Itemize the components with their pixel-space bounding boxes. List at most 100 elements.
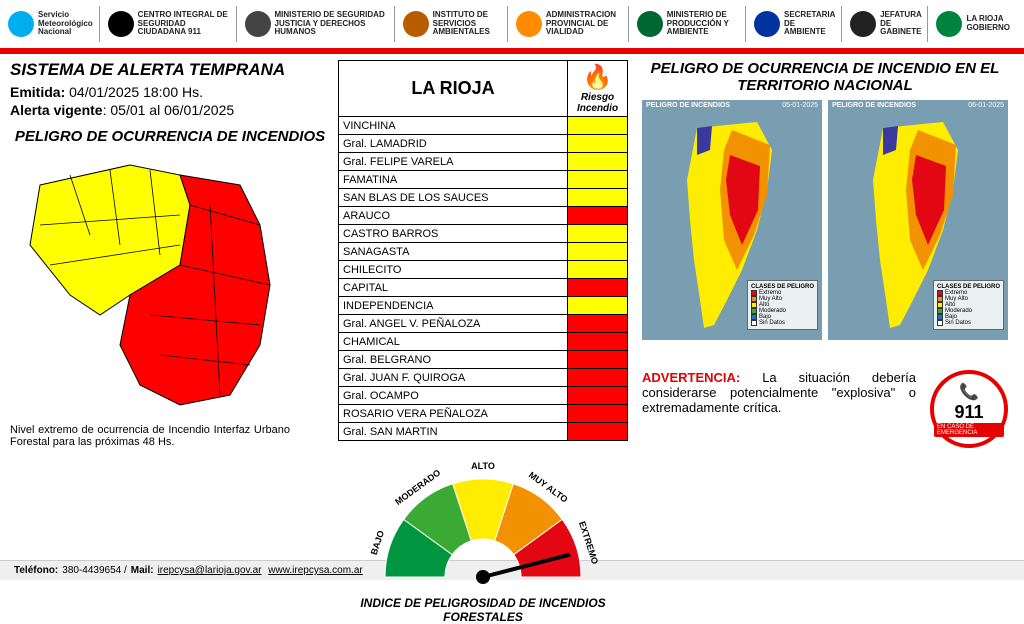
map-legend: CLASES DE PELIGROExtremoMuy AltoAltoMode… [747, 280, 818, 330]
risk-cell [568, 279, 628, 297]
badge-number: 911 [954, 402, 983, 423]
table-row: CHILECITO [339, 261, 628, 279]
dept-name: ROSARIO VERA PEÑALOZA [339, 405, 568, 423]
risk-header: 🔥 Riesgo Incendio [568, 61, 628, 117]
table-row: VINCHINA [339, 117, 628, 135]
risk-cell [568, 351, 628, 369]
web-value: www.irepcysa.com.ar [265, 565, 362, 576]
org-icon [8, 11, 34, 37]
table-row: FAMATINA [339, 171, 628, 189]
issued-label: Emitida: [10, 84, 65, 100]
header-bar: Servicio Meteorológico Nacional CENTRO IN… [0, 0, 1024, 48]
risk-cell [568, 261, 628, 279]
issued-value: 04/01/2025 18:00 Hs. [69, 84, 203, 100]
national-map: PELIGRO DE INCENDIOS 05-01-2025 CLASES D… [642, 100, 822, 340]
org-name: INSTITUTO DE SERVICIOS AMBIENTALES [433, 11, 501, 37]
risk-cell [568, 135, 628, 153]
risk-cell [568, 207, 628, 225]
risk-cell [568, 297, 628, 315]
dept-name: SANAGASTA [339, 243, 568, 261]
table-row: Gral. LAMADRID [339, 135, 628, 153]
warning-block: ADVERTENCIA: La situación debería consid… [636, 370, 1014, 448]
org-logo: LA RIOJA GOBIERNO [936, 6, 1016, 42]
map-subtitle: PELIGRO DE OCURRENCIA DE INCENDIOS [10, 128, 330, 145]
gauge-title: INDICE DE PELIGROSIDAD DE INCENDIOS FORE… [338, 596, 628, 624]
map-date: 06-01-2025 [968, 102, 1004, 109]
dept-name: SAN BLAS DE LOS SAUCES [339, 189, 568, 207]
table-row: CAPITAL [339, 279, 628, 297]
national-map: PELIGRO DE INCENDIOS 06-01-2025 CLASES D… [828, 100, 1008, 340]
middle-column: LA RIOJA 🔥 Riesgo Incendio VINCHINAGral.… [338, 60, 628, 560]
fire-icon: 🔥 [572, 63, 623, 92]
org-name: MINISTERIO DE PRODUCCIÓN Y AMBIENTE [667, 11, 739, 37]
dept-name: Gral. JUAN F. QUIROGA [339, 369, 568, 387]
national-title: PELIGRO DE OCURRENCIA DE INCENDIO EN EL … [636, 60, 1014, 94]
tel-label: Teléfono: [14, 565, 58, 576]
org-name: ADMINISTRACION PROVINCIAL DE VIALIDAD [546, 11, 622, 37]
tel-value: 380-4439654 / [62, 565, 127, 576]
risk-table: LA RIOJA 🔥 Riesgo Incendio VINCHINAGral.… [338, 60, 628, 441]
emergency-badge: 📞 911 EN CASO DE EMERGENCIA [930, 370, 1008, 448]
risk-cell [568, 189, 628, 207]
table-row: Gral. OCAMPO [339, 387, 628, 405]
badge-text: EN CASO DE EMERGENCIA [934, 423, 1004, 437]
org-logo: SECRETARIA DE AMBIENTE [754, 6, 842, 42]
map-label: PELIGRO DE INCENDIOS [832, 102, 916, 109]
table-row: ARAUCO [339, 207, 628, 225]
dept-name: Gral. ANGEL V. PEÑALOZA [339, 315, 568, 333]
dept-name: Gral. FELIPE VARELA [339, 153, 568, 171]
org-icon [754, 11, 780, 37]
table-row: SAN BLAS DE LOS SAUCES [339, 189, 628, 207]
org-logo: Servicio Meteorológico Nacional [8, 6, 100, 42]
risk-cell [568, 153, 628, 171]
table-row: Gral. FELIPE VARELA [339, 153, 628, 171]
dept-name: VINCHINA [339, 117, 568, 135]
gauge-section: BAJOMODERADOALTOMUY ALTOEXTREMO INDICE D… [338, 459, 628, 624]
warning-label: ADVERTENCIA: [642, 370, 740, 385]
table-row: Gral. JUAN F. QUIROGA [339, 369, 628, 387]
table-row: Gral. ANGEL V. PEÑALOZA [339, 315, 628, 333]
org-name: Servicio Meteorológico Nacional [38, 11, 93, 37]
org-icon [403, 11, 429, 37]
dept-name: FAMATINA [339, 171, 568, 189]
alert-title: SISTEMA DE ALERTA TEMPRANA [10, 60, 330, 80]
dept-name: Gral. SAN MARTIN [339, 423, 568, 441]
org-name: MINISTERIO DE SEGURIDAD JUSTICIA Y DEREC… [275, 11, 388, 37]
org-name: LA RIOJA GOBIERNO [966, 15, 1010, 33]
valid-value: : 05/01 al 06/01/2025 [103, 102, 235, 118]
risk-cell [568, 243, 628, 261]
valid-line: Alerta vigente: 05/01 al 06/01/2025 [10, 102, 330, 118]
org-icon [245, 11, 271, 37]
main-content: SISTEMA DE ALERTA TEMPRANA Emitida: 04/0… [0, 54, 1024, 560]
map-note: Nivel extremo de ocurrencia de Incendio … [10, 424, 290, 448]
risk-header-label: Riesgo Incendio [572, 92, 623, 114]
svg-text:BAJO: BAJO [369, 529, 386, 556]
org-icon [637, 11, 663, 37]
org-icon [850, 11, 876, 37]
org-name: SECRETARIA DE AMBIENTE [784, 11, 835, 37]
national-maps: PELIGRO DE INCENDIOS 05-01-2025 CLASES D… [636, 100, 1014, 340]
svg-text:EXTREMO: EXTREMO [577, 520, 598, 565]
map-date: 05-01-2025 [782, 102, 818, 109]
warning-text: ADVERTENCIA: La situación debería consid… [642, 370, 916, 415]
org-logo: MINISTERIO DE SEGURIDAD JUSTICIA Y DEREC… [245, 6, 395, 42]
danger-gauge: BAJOMODERADOALTOMUY ALTOEXTREMO [368, 459, 598, 589]
mail-label: Mail: [131, 565, 154, 576]
table-row: Gral. BELGRANO [339, 351, 628, 369]
valid-label: Alerta vigente [10, 102, 103, 118]
left-column: SISTEMA DE ALERTA TEMPRANA Emitida: 04/0… [10, 60, 330, 560]
org-logo: ADMINISTRACION PROVINCIAL DE VIALIDAD [516, 6, 629, 42]
dept-name: CHILECITO [339, 261, 568, 279]
dept-name: ARAUCO [339, 207, 568, 225]
org-name: CENTRO INTEGRAL DE SEGURIDAD CIUDADANA 9… [138, 11, 230, 37]
risk-cell [568, 225, 628, 243]
org-icon [108, 11, 134, 37]
risk-cell [568, 315, 628, 333]
province-map [10, 145, 310, 415]
map-label: PELIGRO DE INCENDIOS [646, 102, 730, 109]
org-logo: INSTITUTO DE SERVICIOS AMBIENTALES [403, 6, 508, 42]
dept-name: CASTRO BARROS [339, 225, 568, 243]
org-name: JEFATURA DE GABINETE [880, 11, 921, 37]
org-icon [516, 11, 542, 37]
risk-cell [568, 387, 628, 405]
